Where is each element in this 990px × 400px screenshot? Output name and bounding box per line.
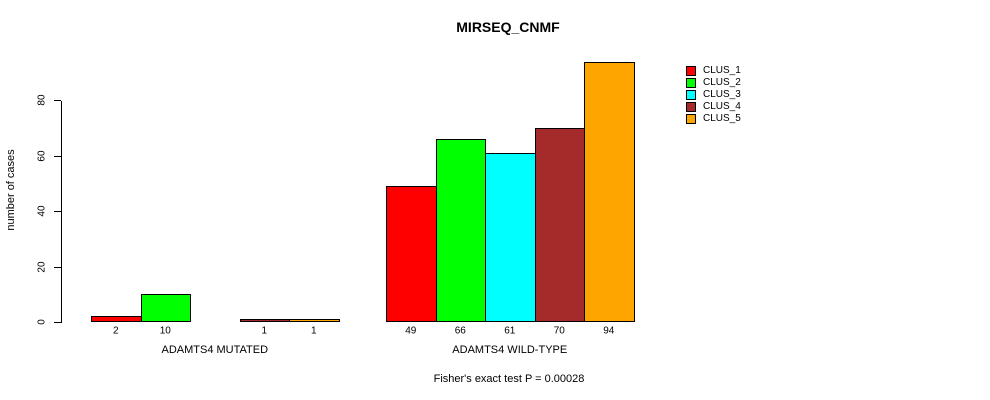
legend-swatch-icon (686, 102, 696, 112)
bar-value-label: 2 (112, 325, 119, 337)
bar-clus_2-group2 (435, 139, 486, 322)
legend-label: CLUS_1 (703, 65, 741, 76)
bar-clus_5-group2 (584, 61, 635, 322)
y-axis-label: number of cases (5, 149, 17, 231)
chart-title: MIRSEQ_CNMF (456, 19, 560, 35)
bar-value-label: 70 (553, 325, 565, 337)
y-tick-label: 0 (36, 319, 48, 325)
legend-label: CLUS_4 (703, 101, 741, 112)
bar-clus_4-group1 (239, 319, 290, 322)
bar-clus_4-group2 (534, 128, 585, 322)
bar-clus_1-group1 (91, 316, 142, 322)
x-group-label: ADAMTS4 WILD-TYPE (452, 344, 568, 356)
y-axis-line (61, 101, 62, 323)
y-tick-label: 20 (36, 261, 48, 273)
y-tick-label: 60 (36, 150, 48, 162)
y-tick-label: 80 (36, 94, 48, 106)
legend-swatch-icon (686, 78, 696, 88)
y-tick-mark (54, 322, 61, 323)
x-group-label: ADAMTS4 MUTATED (161, 344, 269, 356)
legend-label: CLUS_5 (703, 113, 741, 124)
fisher-test-annotation: Fisher's exact test P = 0.00028 (433, 373, 585, 385)
y-tick-mark (54, 211, 61, 213)
y-tick-mark (54, 155, 61, 157)
legend-swatch-icon (686, 66, 696, 76)
bar-value-label: 1 (261, 325, 268, 337)
bar-value-label: 94 (603, 325, 615, 337)
bar-value-label: 61 (504, 325, 516, 337)
y-tick-label: 40 (36, 205, 48, 217)
bar-clus_2-group1 (140, 294, 191, 322)
legend-label: CLUS_2 (703, 77, 741, 88)
legend-swatch-icon (686, 90, 696, 100)
bar-clus_1-group2 (386, 186, 437, 322)
y-tick-mark (54, 100, 61, 102)
legend-swatch-icon (686, 114, 696, 124)
bar-value-label: 66 (454, 325, 466, 337)
y-tick-mark (54, 266, 61, 268)
bar-value-label: 1 (310, 325, 317, 337)
bar-value-label: 10 (159, 325, 171, 337)
bar-clus_3-group2 (485, 153, 536, 322)
bar-value-label: 49 (405, 325, 417, 337)
legend-label: CLUS_3 (703, 89, 741, 100)
bar-clus_5-group1 (289, 319, 340, 322)
